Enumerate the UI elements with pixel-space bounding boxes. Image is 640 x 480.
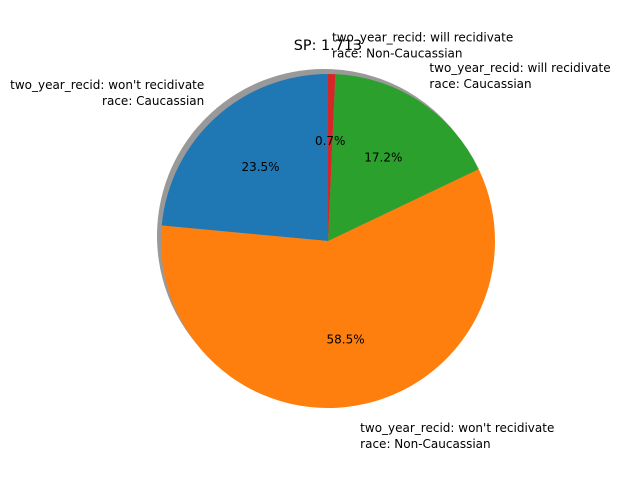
- slice-label-line: race: Non-Caucassian: [360, 437, 490, 451]
- pct-label-0: 23.5%: [241, 160, 279, 174]
- slice-label-line: two_year_recid: won't recidivate: [10, 78, 204, 92]
- pct-label-1: 58.5%: [326, 333, 364, 347]
- slice-label-line: race: Caucassian: [102, 94, 204, 108]
- pie-slices: [161, 74, 496, 408]
- pct-label-2: 17.2%: [364, 150, 402, 164]
- chart-title: SP: 1.713: [294, 38, 362, 54]
- slice-label-1: two_year_recid: won't recidivate race: No…: [360, 421, 554, 451]
- slice-label-0: two_year_recid: won't recidivate race: Ca…: [10, 78, 204, 108]
- pct-labels: 23.5% 58.5% 17.2% 0.7%: [241, 134, 402, 347]
- slice-labels: two_year_recid: won't recidivate race: Ca…: [10, 30, 611, 451]
- slice-label-line: two_year_recid: will recidivate: [429, 61, 610, 75]
- pie-slice-1: [161, 169, 496, 408]
- slice-label-2: two_year_recid: will recidivate race: Cau…: [429, 61, 610, 91]
- slice-label-line: race: Non-Caucassian: [332, 46, 462, 60]
- pct-label-3: 0.7%: [315, 134, 346, 148]
- slice-label-line: two_year_recid: will recidivate: [332, 30, 513, 44]
- slice-label-line: two_year_recid: won't recidivate: [360, 421, 554, 435]
- slice-label-line: race: Caucassian: [429, 77, 531, 91]
- pie-slice-2: [328, 74, 479, 241]
- pie-slice-3: [328, 74, 336, 241]
- pie-slice-0: [161, 74, 328, 241]
- slice-label-3: two_year_recid: will recidivate race: Non…: [332, 30, 513, 60]
